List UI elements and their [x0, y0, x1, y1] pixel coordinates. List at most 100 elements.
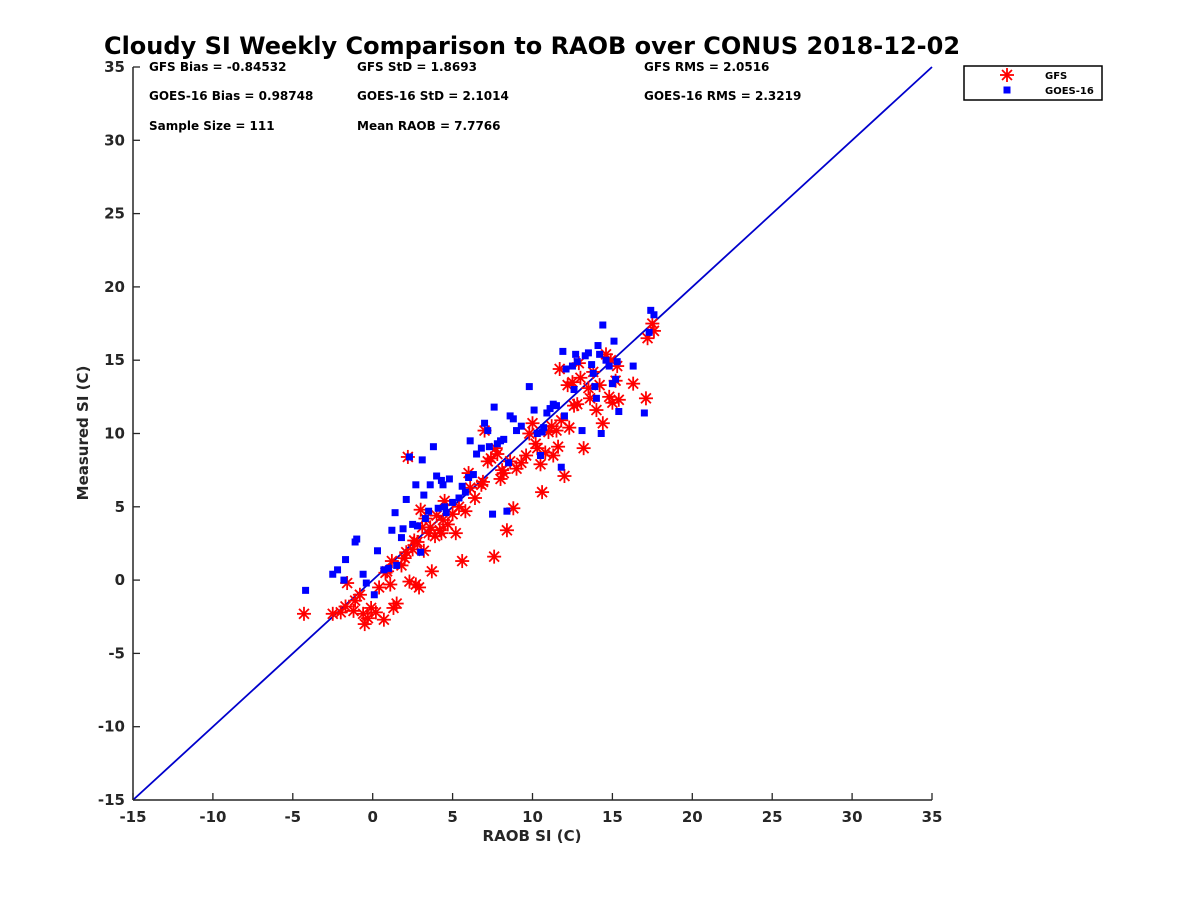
goes16-point	[413, 522, 421, 530]
goes16-point	[329, 570, 337, 578]
goes16-series	[302, 306, 658, 599]
legend-goes16-label: GOES-16	[1045, 86, 1094, 97]
gfs-point	[528, 436, 543, 451]
x-tick-label: 35	[922, 808, 943, 826]
gfs-point	[535, 485, 550, 500]
gfs-point	[595, 416, 610, 431]
asterisk-stroke	[485, 452, 497, 465]
goes16-point	[409, 520, 417, 528]
asterisk-stroke	[407, 543, 419, 555]
goes16-point	[599, 321, 607, 329]
x-tick-label: -10	[199, 808, 226, 826]
goes16-point	[588, 361, 596, 369]
goes16-point	[513, 427, 521, 435]
gfs-point	[638, 391, 653, 406]
x-ticks: -15 -10 -5 0 5 10 15 20 25 30 35	[119, 793, 942, 826]
asterisk-stroke	[534, 458, 547, 470]
x-tick-label: 30	[842, 808, 863, 826]
asterisk-stroke	[501, 524, 513, 536]
gfs-point	[424, 564, 439, 579]
y-tick-label: 10	[104, 425, 125, 443]
gfs-point	[487, 549, 502, 564]
asterisk-stroke	[339, 600, 352, 613]
gfs-point	[573, 370, 588, 385]
goes16-point	[560, 412, 568, 420]
asterisk-stroke	[435, 527, 447, 539]
goes16-point	[342, 556, 350, 564]
gfs-point	[412, 580, 427, 595]
goes16-point	[449, 498, 457, 506]
gfs-point	[546, 448, 561, 463]
y-tick-label: -15	[98, 791, 125, 809]
goes16-point	[568, 362, 576, 370]
goes16-bias-stat: GOES-16 Bias = 0.98748	[149, 89, 313, 103]
asterisk-stroke	[578, 442, 590, 454]
gfs-point	[383, 577, 398, 592]
goes16-point	[466, 437, 474, 445]
goes16-point	[461, 488, 469, 496]
gfs-point	[360, 611, 375, 626]
goes16-point	[596, 350, 604, 358]
y-axis-label: Measured SI (C)	[74, 366, 92, 501]
asterisk-stroke	[590, 404, 603, 416]
x-tick-label: -5	[284, 808, 301, 826]
asterisk-stroke	[298, 608, 310, 620]
asterisk-stroke	[520, 449, 532, 462]
goes16-point	[485, 443, 493, 451]
gfs-point	[421, 526, 436, 541]
goes16-point	[503, 507, 511, 515]
gfs-point	[549, 423, 564, 438]
gfs-point	[475, 474, 490, 489]
asterisk-stroke	[386, 555, 398, 567]
goes16-point	[391, 509, 399, 517]
goes16-point	[439, 481, 447, 489]
goes16-point	[570, 386, 578, 394]
goes16-point	[505, 459, 513, 467]
y-tick-label: -10	[98, 718, 125, 736]
goes16-point	[509, 415, 517, 423]
gfs-rms-stat: GFS RMS = 2.0516	[644, 60, 769, 74]
goes16-point	[517, 422, 525, 430]
goes16-point	[393, 561, 401, 569]
goes16-point	[572, 350, 580, 358]
asterisk-stroke	[530, 438, 542, 450]
gfs-point	[522, 426, 537, 441]
asterisk-stroke	[403, 575, 416, 588]
goes16-point	[578, 427, 586, 435]
goes16-point	[605, 362, 613, 370]
legend-gfs-label: GFS	[1045, 71, 1067, 82]
goes16-point	[458, 482, 466, 490]
goes16-point	[442, 509, 450, 517]
goes16-point	[434, 504, 442, 512]
goes16-point	[608, 380, 616, 388]
goes16-point	[373, 547, 381, 555]
gfs-point	[458, 504, 473, 519]
y-tick-label: 15	[104, 351, 125, 369]
gfs-point	[589, 403, 604, 418]
stats-block: GFS Bias = -0.84532 GFS StD = 1.8693 GFS…	[149, 60, 801, 133]
y-tick-label: 0	[115, 571, 125, 589]
asterisk-stroke	[558, 470, 571, 482]
asterisk-stroke	[456, 555, 468, 567]
gfs-point	[525, 416, 540, 431]
legend-gfs-marker	[1000, 68, 1014, 82]
asterisk-stroke	[547, 449, 559, 462]
y-ticks: -15 -10 -5 0 5 10 15 20 25 30 35	[98, 58, 140, 809]
goes16-point	[437, 476, 445, 484]
asterisk-stroke	[423, 527, 435, 539]
asterisk-stroke	[640, 392, 652, 404]
asterisk-stroke	[550, 424, 563, 437]
gfs-point	[372, 580, 387, 595]
goes16-point	[573, 358, 581, 366]
goes16-point	[362, 579, 370, 587]
asterisk-stroke	[477, 476, 489, 488]
legend: GFS GOES-16	[963, 65, 1103, 101]
goes16-point	[385, 564, 393, 572]
goes16-point	[500, 435, 508, 443]
goes16-point	[473, 450, 481, 458]
asterisk-stroke	[347, 605, 360, 617]
gfs-point	[495, 463, 510, 478]
asterisk-stroke	[491, 448, 503, 460]
asterisk-stroke	[450, 527, 462, 539]
asterisk-stroke	[378, 614, 390, 626]
